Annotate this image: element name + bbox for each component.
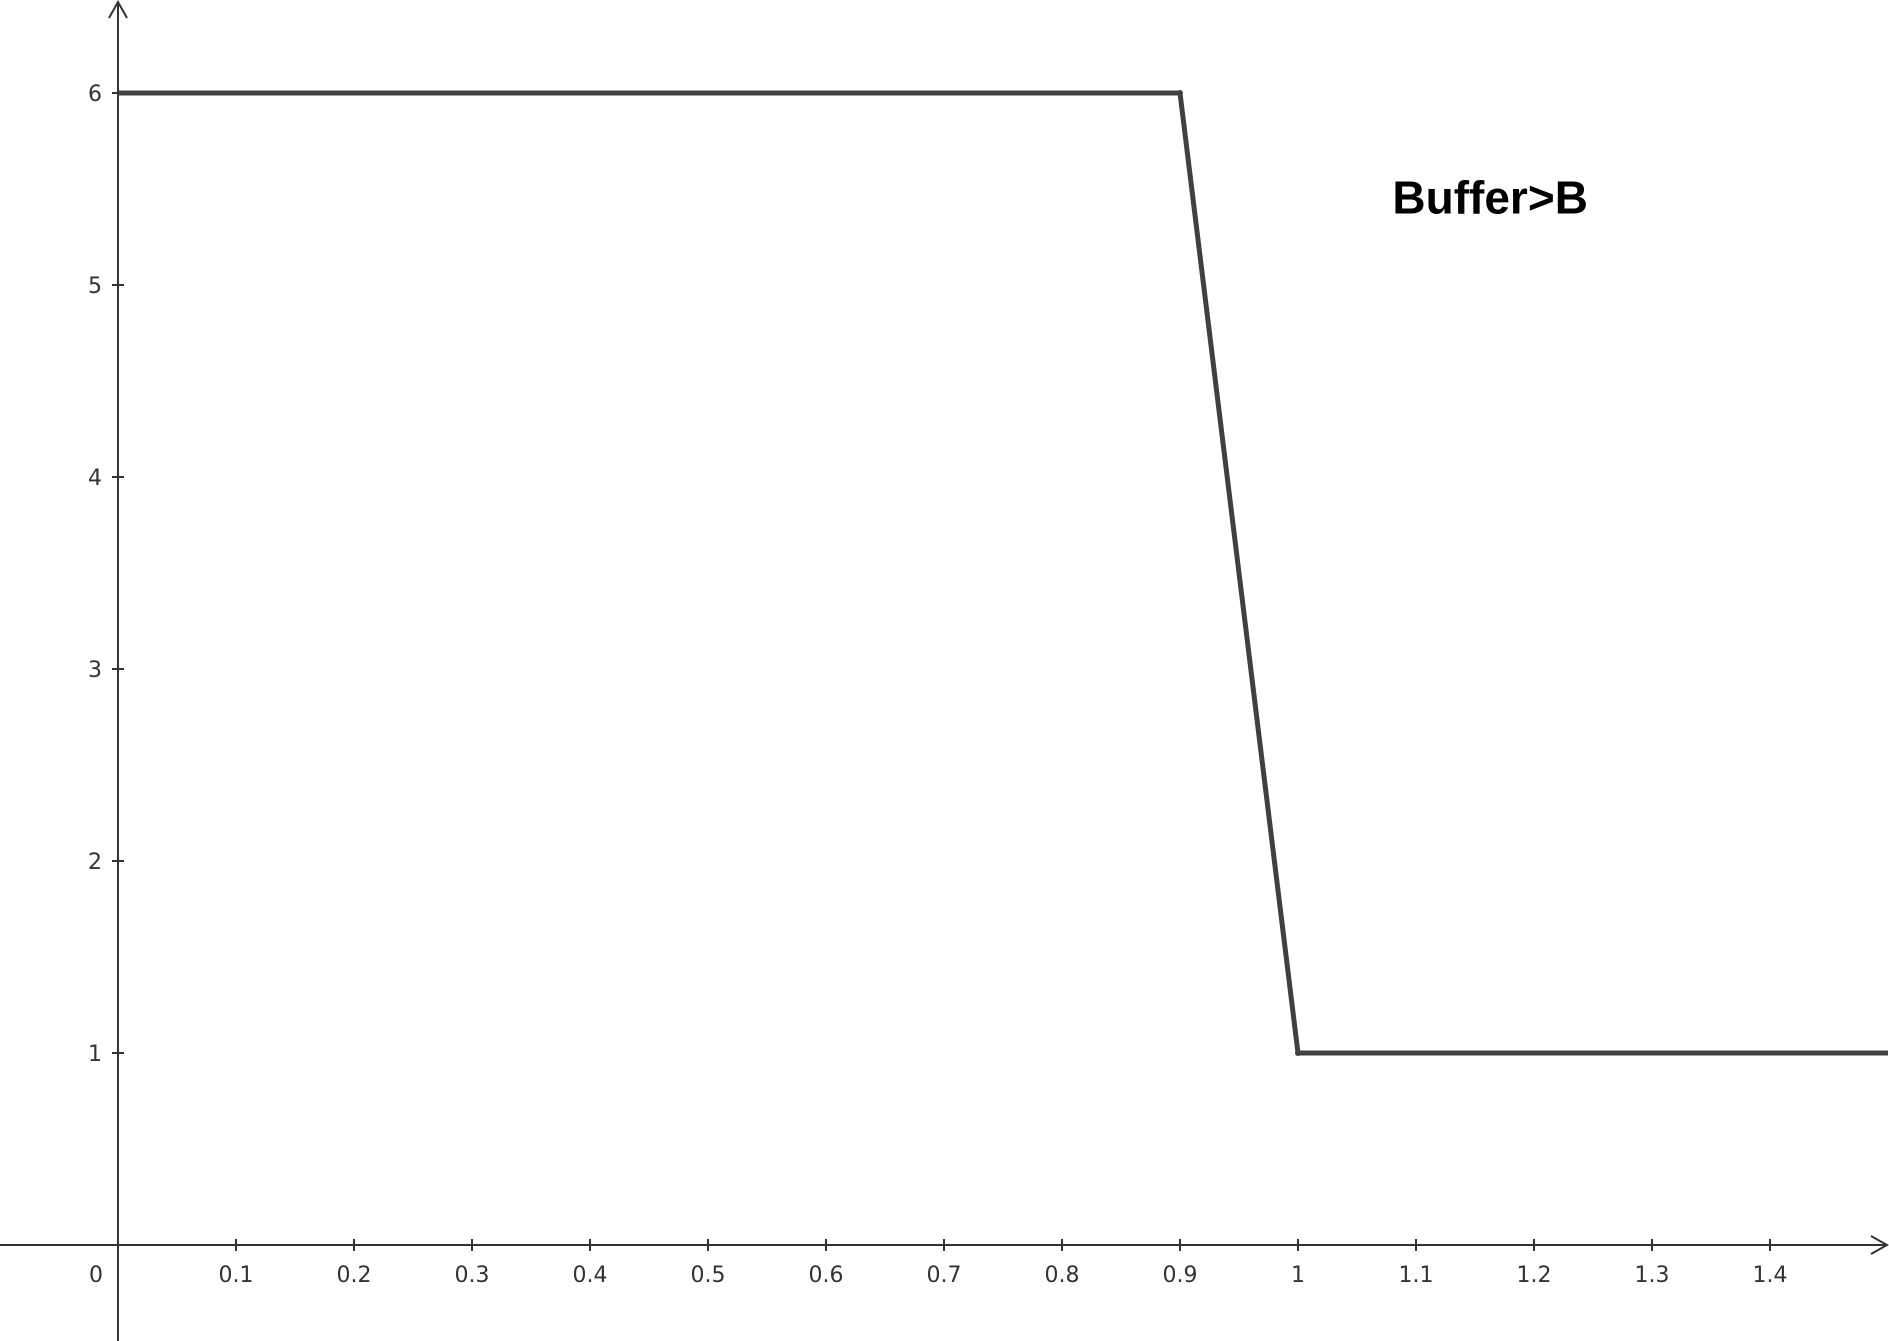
annotations: Buffer>B xyxy=(1392,172,1588,224)
y-tick-label: 4 xyxy=(88,466,102,491)
y-axis-arrow xyxy=(108,0,128,19)
annotation-label: Buffer>B xyxy=(1392,172,1588,224)
x-tick-label: 1 xyxy=(1291,1263,1305,1288)
x-tick-label: 0.8 xyxy=(1045,1263,1080,1288)
y-tick-label: 1 xyxy=(88,1042,102,1067)
x-tick-label: 0.1 xyxy=(219,1263,254,1288)
x-tick-label: 1.3 xyxy=(1635,1263,1670,1288)
x-tick-label: 0.5 xyxy=(691,1263,726,1288)
x-tick-label: 1.1 xyxy=(1399,1263,1434,1288)
y-tick-label: 6 xyxy=(88,82,102,107)
origin-label: 0 xyxy=(89,1263,103,1288)
ticks: 0 0.1 0.2 0.3 0.4 0.5 0.6 0.7 0.8 0.9 1 1.1 1.2 1.3 1.… xyxy=(88,82,1788,1288)
series-point xyxy=(1177,90,1183,96)
series-point xyxy=(1295,1050,1301,1056)
x-tick-label: 0.3 xyxy=(455,1263,490,1288)
x-tick-label: 1.2 xyxy=(1517,1263,1552,1288)
y-tick-label: 5 xyxy=(88,274,102,299)
x-tick-label: 0.9 xyxy=(1163,1263,1198,1288)
series-line xyxy=(118,90,1888,1056)
x-tick-label: 0.2 xyxy=(337,1263,372,1288)
x-tick-label: 1.4 xyxy=(1753,1263,1788,1288)
y-tick-label: 3 xyxy=(88,658,102,683)
x-tick-label: 0.4 xyxy=(573,1263,608,1288)
y-tick-label: 2 xyxy=(88,850,102,875)
x-axis-arrow xyxy=(1870,1235,1889,1255)
x-tick-label: 0.6 xyxy=(809,1263,844,1288)
x-tick-label: 0.7 xyxy=(927,1263,962,1288)
series-group xyxy=(118,90,1888,1056)
